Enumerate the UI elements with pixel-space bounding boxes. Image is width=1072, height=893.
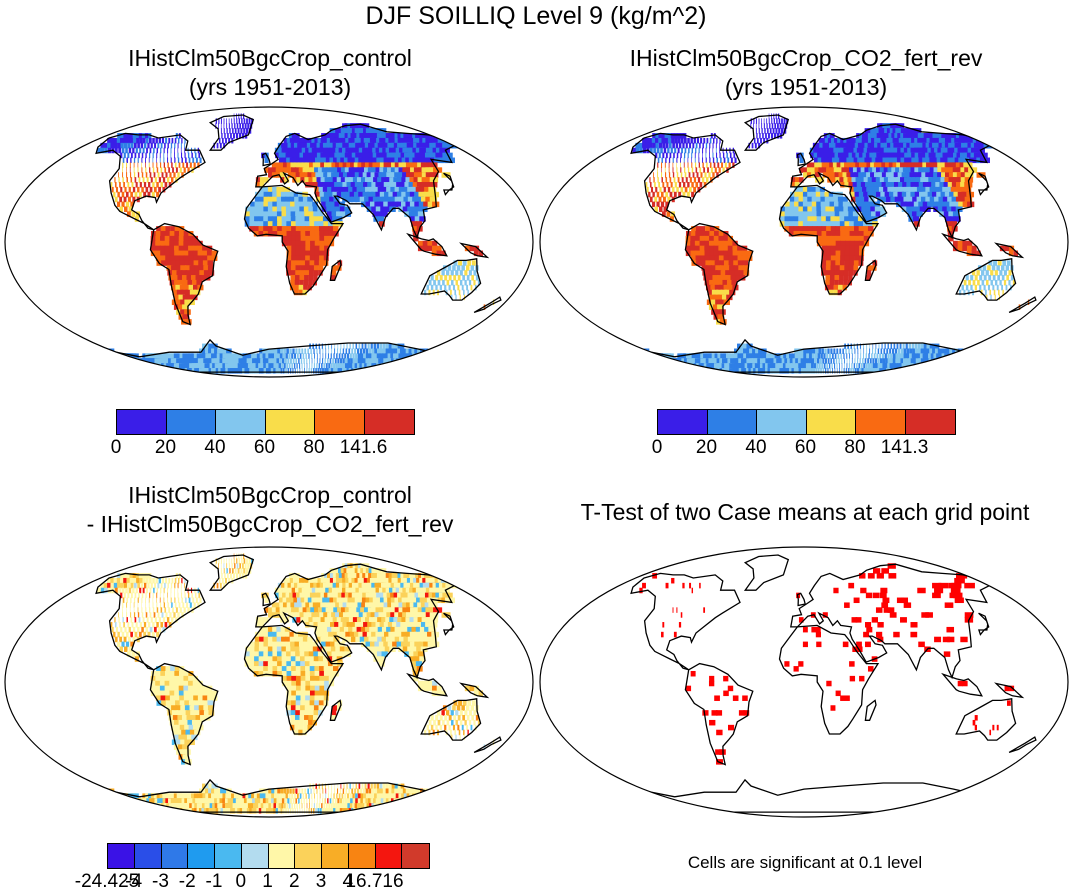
- colorbar-swatch: [242, 844, 269, 868]
- panel-co2-title-line2: (yrs 1951-2013): [596, 73, 1016, 102]
- colorbar-label: -2: [179, 871, 196, 893]
- colorbar-label: 3: [316, 871, 327, 893]
- colorbar-label: 0: [235, 871, 246, 893]
- map-co2-svg: [538, 104, 1070, 380]
- colorbar-label: 80: [844, 437, 865, 459]
- colorbar-boxes: [116, 409, 415, 435]
- colorbar-swatch: [708, 410, 758, 434]
- colorbar-swatch: [757, 410, 807, 434]
- panel-ttest-title: T-Test of two Case means at each grid po…: [540, 498, 1070, 527]
- map-ttest-svg: [538, 544, 1070, 820]
- colorbar-swatch: [295, 844, 322, 868]
- colorbar-label: 60: [254, 437, 275, 459]
- map-diff-svg: [3, 544, 535, 820]
- colorbar-label: -3: [152, 871, 169, 893]
- colorbar-swatch: [807, 410, 857, 434]
- colorbar-swatch: [216, 410, 266, 434]
- colorbar-swatch: [906, 410, 956, 434]
- panel-control-title-line1: IHistClm50BgcCrop_control: [60, 44, 480, 73]
- panel-control-title: IHistClm50BgcCrop_control (yrs 1951-2013…: [60, 44, 480, 102]
- colorbar-label: 141.3: [881, 437, 929, 459]
- map-diff: [3, 544, 535, 820]
- colorbar-label: -1: [206, 871, 223, 893]
- colorbar-swatch: [856, 410, 906, 434]
- significance-note: Cells are significant at 0.1 level: [580, 853, 1030, 873]
- colorbar-swatch: [322, 844, 349, 868]
- colorbar-swatch: [376, 844, 403, 868]
- colorbar-label: 1: [262, 871, 273, 893]
- colorbar-boxes: [657, 409, 956, 435]
- panel-diff-title-line1: IHistClm50BgcCrop_control: [40, 481, 500, 510]
- colorbar-swatch: [266, 410, 316, 434]
- colorbar-label: 0: [111, 437, 122, 459]
- panel-diff-title-line2: - IHistClm50BgcCrop_CO2_fert_rev: [40, 510, 500, 539]
- figure-title: DJF SOILLIQ Level 9 (kg/m^2): [0, 2, 1072, 31]
- colorbar-swatch: [108, 844, 135, 868]
- colorbar-swatch: [315, 410, 365, 434]
- colorbar-label: 80: [303, 437, 324, 459]
- colorbar-boxes: [107, 843, 430, 869]
- colorbar-swatch: [162, 844, 189, 868]
- panel-diff-title: IHistClm50BgcCrop_control - IHistClm50Bg…: [40, 481, 500, 539]
- colorbar-swatch: [167, 410, 217, 434]
- colorbar-swatch: [365, 410, 415, 434]
- colorbar-label: 20: [155, 437, 176, 459]
- colorbar-swatch: [188, 844, 215, 868]
- colorbar-label: 0: [652, 437, 663, 459]
- colorbar-label: 141.6: [340, 437, 388, 459]
- colorbar-swatch: [117, 410, 167, 434]
- map-co2: [538, 104, 1070, 380]
- map-control: [3, 104, 535, 380]
- colorbar-label: 16.716: [345, 871, 403, 893]
- colorbar-label: 2: [289, 871, 300, 893]
- panel-co2-title-line1: IHistClm50BgcCrop_CO2_fert_rev: [596, 44, 1016, 73]
- colorbar-label: -4: [125, 871, 142, 893]
- colorbar-swatch: [135, 844, 162, 868]
- colorbar-label: 40: [204, 437, 225, 459]
- panel-co2-title: IHistClm50BgcCrop_CO2_fert_rev (yrs 1951…: [596, 44, 1016, 102]
- colorbar-swatch: [402, 844, 429, 868]
- colorbar-swatch: [269, 844, 296, 868]
- colorbar-swatch: [349, 844, 376, 868]
- colorbar-swatch: [215, 844, 242, 868]
- colorbar-label: 60: [795, 437, 816, 459]
- panel-control-title-line2: (yrs 1951-2013): [60, 73, 480, 102]
- map-ttest: [538, 544, 1070, 820]
- colorbar-label: 40: [745, 437, 766, 459]
- map-ocean: [540, 547, 1068, 817]
- map-control-svg: [3, 104, 535, 380]
- colorbar-label: 20: [696, 437, 717, 459]
- colorbar-swatch: [658, 410, 708, 434]
